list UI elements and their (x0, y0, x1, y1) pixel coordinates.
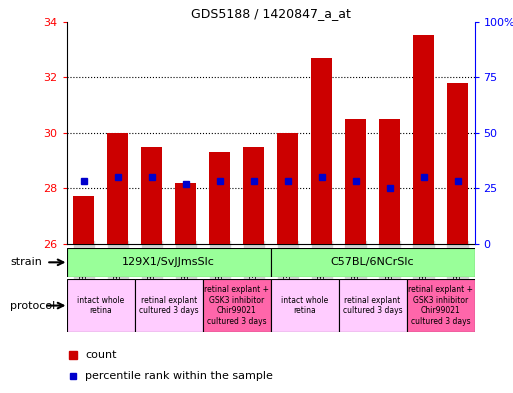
Text: strain: strain (10, 257, 42, 267)
Bar (209, 152, 230, 244)
Text: retinal explant +
GSK3 inhibitor
Chir99021
cultured 3 days: retinal explant + GSK3 inhibitor Chir990… (204, 285, 269, 326)
Text: retinal explant
cultured 3 days: retinal explant cultured 3 days (343, 296, 402, 315)
Text: retinal explant
cultured 3 days: retinal explant cultured 3 days (139, 296, 199, 315)
Bar (243, 147, 264, 244)
Bar (270, 248, 475, 277)
Bar (447, 83, 468, 244)
Title: GDS5188 / 1420847_a_at: GDS5188 / 1420847_a_at (191, 7, 350, 20)
Text: percentile rank within the sample: percentile rank within the sample (85, 371, 273, 381)
Text: intact whole
retina: intact whole retina (281, 296, 328, 315)
Text: 129X1/SvJJmsSlc: 129X1/SvJJmsSlc (122, 257, 215, 267)
Text: C57BL/6NCrSlc: C57BL/6NCrSlc (331, 257, 415, 267)
Bar (175, 183, 196, 244)
Bar (345, 119, 366, 244)
Bar (379, 119, 400, 244)
Bar (278, 132, 298, 244)
Text: intact whole
retina: intact whole retina (77, 296, 124, 315)
Bar (339, 279, 406, 332)
Bar (270, 279, 339, 332)
Text: count: count (85, 350, 116, 360)
Text: protocol: protocol (10, 301, 55, 311)
Bar (134, 279, 203, 332)
Bar (107, 132, 128, 244)
Bar (67, 279, 134, 332)
Bar (406, 279, 475, 332)
Bar (73, 196, 94, 244)
Bar (203, 279, 270, 332)
Bar (142, 147, 162, 244)
Text: retinal explant +
GSK3 inhibitor
Chir99021
cultured 3 days: retinal explant + GSK3 inhibitor Chir990… (408, 285, 473, 326)
Bar (311, 58, 332, 244)
Bar (413, 35, 433, 244)
Bar (67, 248, 270, 277)
